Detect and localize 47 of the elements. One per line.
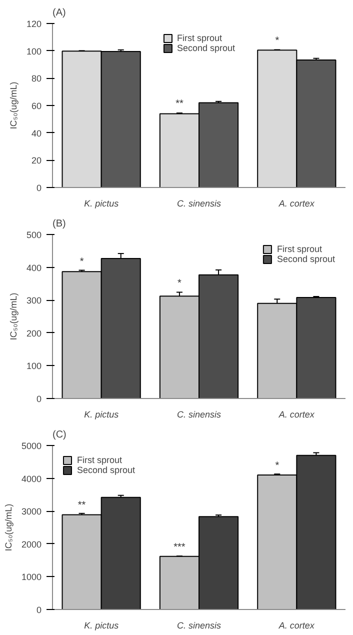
y-tick-label: 100 bbox=[26, 361, 42, 372]
y-tick-label: 40 bbox=[31, 128, 42, 138]
annotation: * bbox=[80, 256, 84, 268]
x-tick-label: K. pictus bbox=[84, 620, 120, 630]
x-tick-label: K. pictus bbox=[84, 410, 120, 420]
x-tick-label: A. cortex bbox=[278, 620, 315, 630]
y-tick-label: 20 bbox=[31, 156, 42, 166]
x-tick-label: C. sinensis bbox=[176, 620, 222, 630]
legend-label: Second sprout bbox=[276, 254, 335, 264]
y-tick-label: 120 bbox=[26, 19, 42, 29]
y-tick-label: 80 bbox=[31, 74, 42, 84]
chart-title: (A) bbox=[52, 8, 66, 18]
annotation: * bbox=[275, 460, 280, 472]
annotation: * bbox=[275, 36, 280, 47]
y-tick-label: 1000 bbox=[21, 572, 42, 582]
legend-label: First sprout bbox=[276, 244, 322, 254]
legend-label: First sprout bbox=[176, 33, 222, 43]
y-axis-title: IC₅₀(ug/mL) bbox=[8, 292, 18, 340]
y-tick-label: 500 bbox=[26, 230, 42, 240]
x-tick-label: K. pictus bbox=[84, 198, 120, 208]
y-tick-label: 0 bbox=[36, 605, 42, 615]
y-tick-label: 400 bbox=[26, 262, 42, 273]
chart-title: (B) bbox=[52, 218, 66, 230]
legend-label: First sprout bbox=[77, 455, 122, 465]
legend-label: Second sprout bbox=[176, 43, 236, 53]
annotation: * bbox=[178, 278, 182, 289]
annotation: ** bbox=[176, 98, 184, 110]
x-tick-label: A. cortex bbox=[278, 198, 315, 208]
y-tick-label: 4000 bbox=[21, 474, 42, 484]
chart-title: (C) bbox=[52, 430, 66, 440]
y-tick-label: 200 bbox=[26, 328, 42, 338]
y-tick-label: 0 bbox=[36, 394, 42, 404]
y-tick-label: 3000 bbox=[21, 506, 42, 517]
annotation: *** bbox=[174, 542, 186, 554]
x-tick-label: C. sinensis bbox=[176, 410, 222, 420]
y-axis-title: IC₅₀(ug/mL) bbox=[3, 504, 14, 552]
annotation: ** bbox=[78, 500, 86, 512]
y-axis-title: IC₅₀(ug/mL) bbox=[8, 82, 18, 130]
y-tick-label: 60 bbox=[31, 101, 42, 111]
y-tick-label: 0 bbox=[36, 183, 42, 193]
y-tick-label: 100 bbox=[26, 46, 42, 56]
x-tick-label: C. sinensis bbox=[176, 198, 222, 208]
legend-label: Second sprout bbox=[77, 465, 136, 475]
y-tick-label: 300 bbox=[26, 296, 42, 306]
y-tick-label: 2000 bbox=[21, 539, 42, 550]
y-tick-label: 5000 bbox=[21, 441, 42, 451]
x-tick-label: A. cortex bbox=[278, 410, 315, 420]
